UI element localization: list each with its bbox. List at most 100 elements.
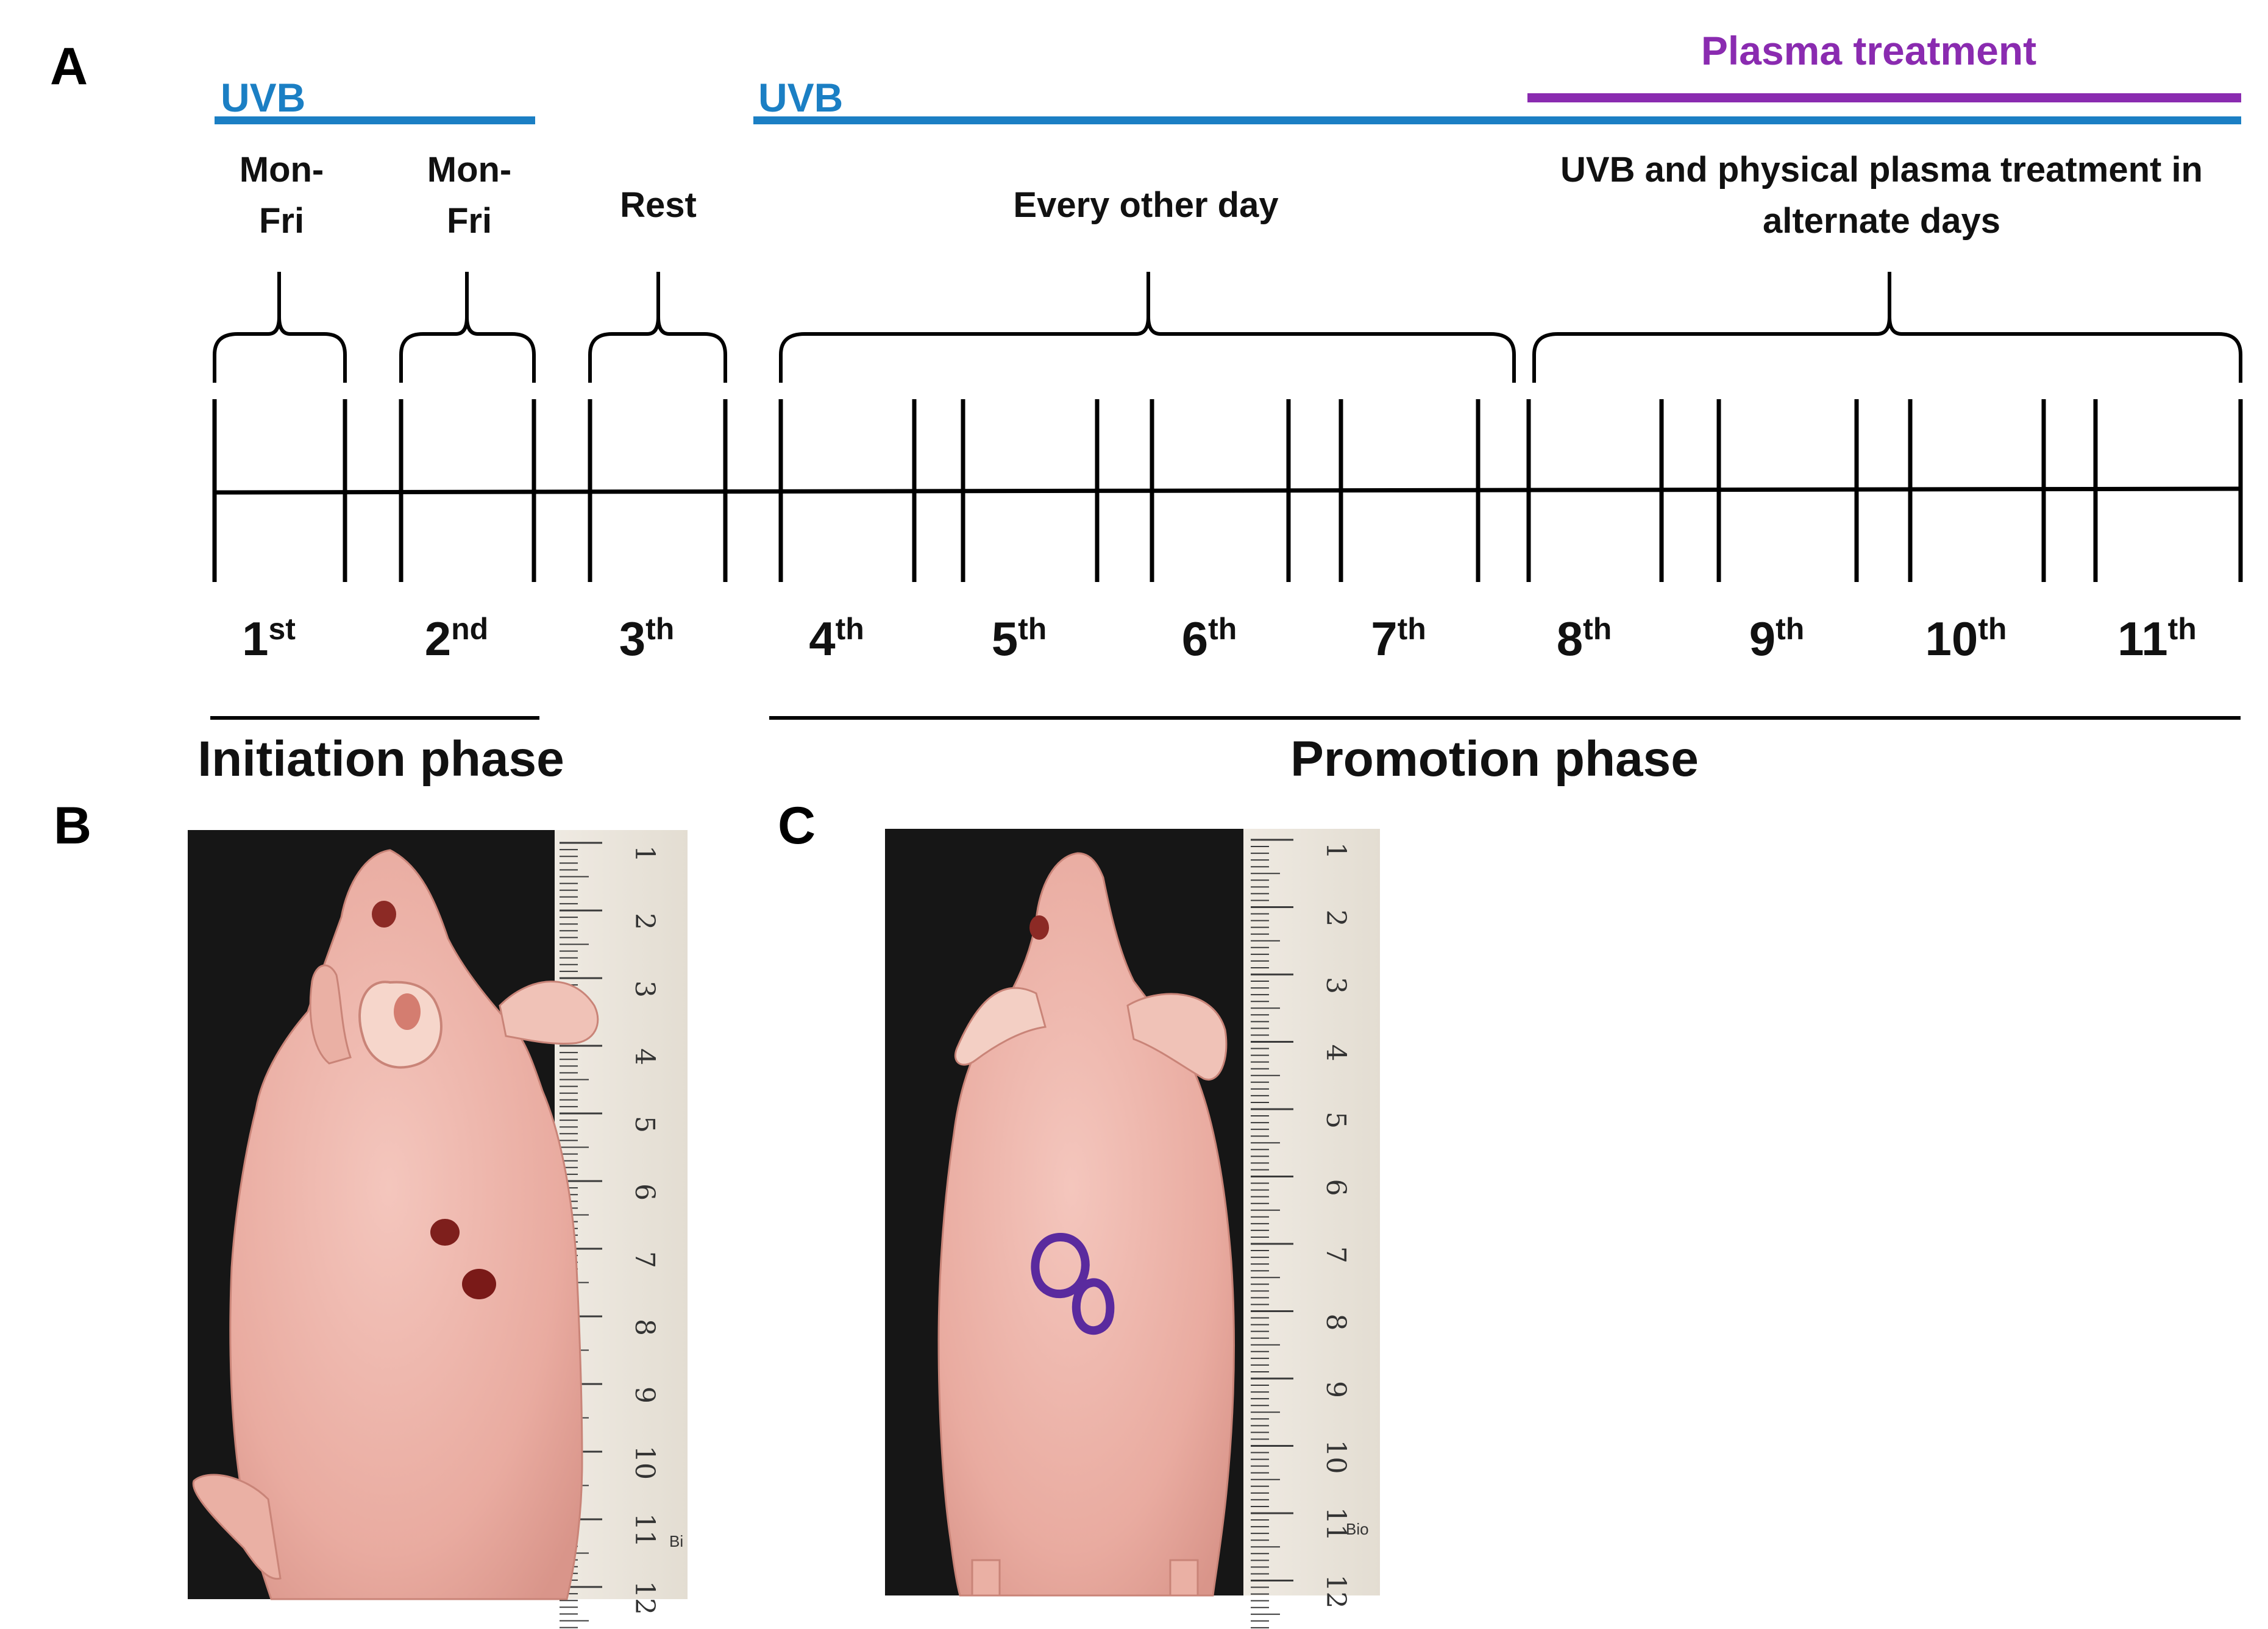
rest-label: Rest [620,185,697,225]
brace-promotion-uvb [779,272,1516,383]
brace-rest [588,272,727,383]
ruler-c-number: 5 [1320,1112,1351,1129]
initiation-phase-label: Initiation phase [197,731,564,787]
mouse-b-eye-lesion [372,901,396,928]
week-ordinal-suffix: th [1018,612,1047,646]
week-number: 6 [1182,612,1208,665]
ruler-b-number: 2 [629,913,660,930]
mouse-c-hind-legs [971,1559,1199,1597]
panel-a-label: A [50,37,88,96]
ruler-b-number: 4 [629,1048,660,1065]
ruler-c-number: 11 [1320,1507,1351,1541]
ruler-b-number: 9 [629,1386,660,1404]
week-number: 4 [809,612,835,665]
ruler-c-brand: Bio [1346,1520,1369,1538]
ruler-b-number: 12 [629,1581,660,1615]
mouse-c-left-ear [954,987,1047,1066]
week-label-11: 11th [2117,612,2197,665]
ruler-c-number: 12 [1320,1575,1351,1609]
panel-a-timeline: A UVB UVB Plasma treatment Mon- Fri Mon-… [50,28,2243,787]
week-ordinal-suffix: th [2168,612,2197,646]
week-label-6: 6th [1182,612,1237,665]
timeline-axis [212,399,2243,582]
brace-alternate [1532,272,2242,383]
ruler-b-number: 5 [629,1116,660,1133]
week-label-8: 8th [1557,612,1612,665]
ruler-c-number: 3 [1320,977,1351,994]
ruler-c-number: 8 [1320,1314,1351,1331]
week-ordinal-suffix: th [836,612,864,646]
week2-schedule-line2: Fri [447,201,492,241]
week-label-5: 5th [992,612,1047,665]
week-ordinal-suffix: th [1398,612,1426,646]
mouse-b-right-ear [499,981,599,1045]
mouse-c [937,852,1235,1597]
week-number: 7 [1371,612,1397,665]
panel-c-label: C [778,797,816,855]
marker-circle-1 [1031,1232,1090,1299]
ruler-c-number: 10 [1320,1440,1351,1474]
alternate-days-line2: alternate days [1763,201,2000,241]
week-ordinal-suffix: th [645,612,674,646]
ruler-c-number: 4 [1320,1045,1351,1062]
week-number: 11 [2117,612,2167,665]
brace-week1 [213,272,347,383]
week-number: 8 [1557,612,1583,665]
week2-schedule-line1: Mon- [427,150,512,190]
schedule-labels: Mon- Fri Mon- Fri Rest Every other day U… [240,150,2203,241]
mouse-b-ear-canal [394,993,421,1030]
ruler-c-number: 1 [1320,842,1351,859]
ruler-b-number: 7 [629,1251,660,1268]
uvb-initiation-bar [215,116,535,124]
uvb-initiation-label: UVB [221,75,305,120]
week-label-4: 4th [809,612,864,665]
week-ordinal-suffix: th [1978,612,2007,646]
plasma-treatment-bar [1527,93,2241,102]
week-ordinal-suffix: th [1208,612,1237,646]
week-number: 3 [619,612,645,665]
week-label-2: 2nd [425,612,488,665]
ruler-b-number: 1 [629,845,660,862]
mouse-b [192,849,599,1600]
week-labels: 1st 2nd 3th 4th 5th 6th 7th 8th 9th 10th 11th [242,612,2197,665]
uvb-promotion-label: UVB [758,75,843,120]
phases: Initiation phase Promotion phase [197,716,2241,787]
ruler-b-number: 11 [629,1513,660,1547]
week1-schedule-line2: Fri [259,201,304,241]
mouse-c-right-ear [1126,993,1228,1081]
promotion-phase-label: Promotion phase [1290,731,1699,787]
week1-schedule-line1: Mon- [240,150,324,190]
plasma-treatment-label: Plasma treatment [1701,28,2036,73]
ruler-b-number: 10 [629,1446,660,1480]
week-number: 5 [992,612,1018,665]
every-other-day-label: Every other day [1013,185,1278,225]
timeline-line [214,486,2241,495]
week-label-7: 7th [1371,612,1426,665]
ruler-c-number: 6 [1320,1179,1351,1196]
panel-b-label: B [54,797,91,855]
week-number: 10 [1925,612,1978,665]
week-ordinal-suffix: st [268,612,296,646]
timeline-ticks [212,399,2243,582]
ruler-b-number: 3 [629,981,660,998]
week-number: 1 [242,612,268,665]
week-ordinal-suffix: nd [451,612,488,646]
ruler-b-number: 6 [629,1184,660,1201]
week-label-3: 3th [619,612,675,665]
mouse-c-eye-lesion [1029,915,1049,940]
mouse-b-hind-foot [192,1474,282,1580]
brace-week2 [399,272,536,383]
ruler-c-number: 9 [1320,1381,1351,1398]
week-label-9: 9th [1749,612,1805,665]
braces [213,272,2242,383]
alternate-days-line1: UVB and physical plasma treatment in [1560,150,2203,190]
week-ordinal-suffix: th [1583,612,1612,646]
week-ordinal-suffix: th [1776,612,1804,646]
ruler-c-number: 7 [1320,1246,1351,1263]
ruler-b-number: 8 [629,1319,660,1336]
mouse-b-left-forepaw [309,964,352,1065]
